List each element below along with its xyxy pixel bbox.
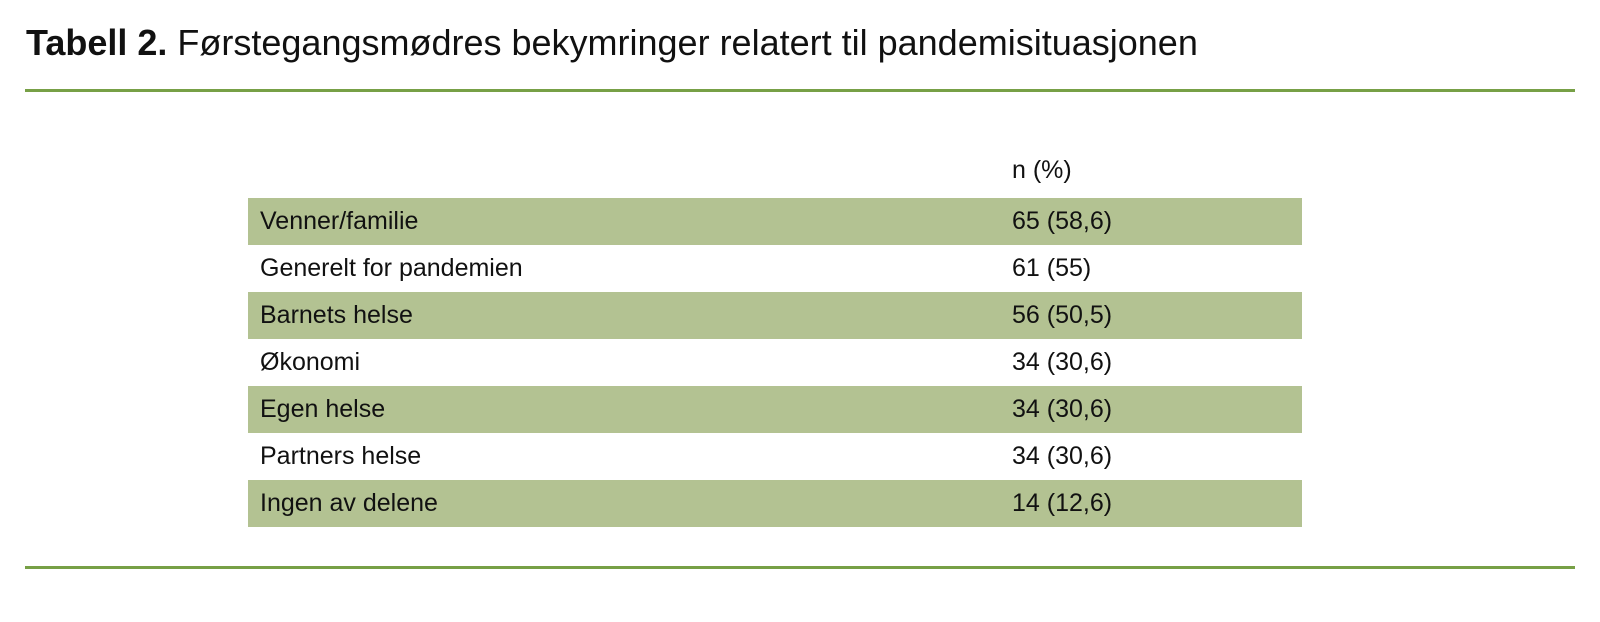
row-label: Partners helse xyxy=(260,442,422,470)
row-label: Ingen av delene xyxy=(248,480,1000,527)
table-row: Partners helse 34 (30,6) xyxy=(248,433,1302,480)
row-label: Økonomi xyxy=(260,348,361,376)
column-header xyxy=(248,142,1000,198)
table-row: Venner/familie 65 (58,6) xyxy=(248,198,1302,245)
table-row: Generelt for pandemien 61 (55) xyxy=(248,245,1302,292)
cell-value: 34 (30,6) xyxy=(1000,386,1302,433)
header-row: n (%) xyxy=(248,142,1302,198)
table-title: Førstegangsmødres bekymringer relatert t… xyxy=(177,22,1198,63)
table-row: Egen helse 34 (30,6) xyxy=(248,386,1302,433)
title: Tabell 2. Førstegangsmødres bekymringer … xyxy=(26,22,1198,64)
row-label: Generelt for pandemien xyxy=(260,254,523,282)
row-label: Egen helse xyxy=(248,386,1000,433)
table-label: Tabell 2. xyxy=(26,22,168,63)
table-body: Venner/familie 65 (58,6) Generelt for pand… xyxy=(248,198,1302,527)
row-label: Venner/familie xyxy=(248,198,1000,245)
row-label: Barnets helse xyxy=(248,292,1000,339)
bottom-rule xyxy=(25,566,1575,569)
data-table: n (%) Venner/familie 65 (58,6) Generelt fo… xyxy=(248,142,1302,527)
top-rule xyxy=(25,89,1575,92)
cell-value: 56 (50,5) xyxy=(1000,292,1302,339)
cell-value: 34 (30,6) xyxy=(1012,348,1113,376)
table-row: Økonomi 34 (30,6) xyxy=(248,339,1302,386)
cell-value: 61 (55) xyxy=(1012,254,1092,282)
cell-value: 34 (30,6) xyxy=(1012,442,1113,470)
table-row: Barnets helse 56 (50,5) xyxy=(248,292,1302,339)
cell-value: 65 (58,6) xyxy=(1000,198,1302,245)
column-header: n (%) xyxy=(1012,155,1072,184)
table-row: Ingen av delene 14 (12,6) xyxy=(248,480,1302,527)
cell-value: 14 (12,6) xyxy=(1000,480,1302,527)
